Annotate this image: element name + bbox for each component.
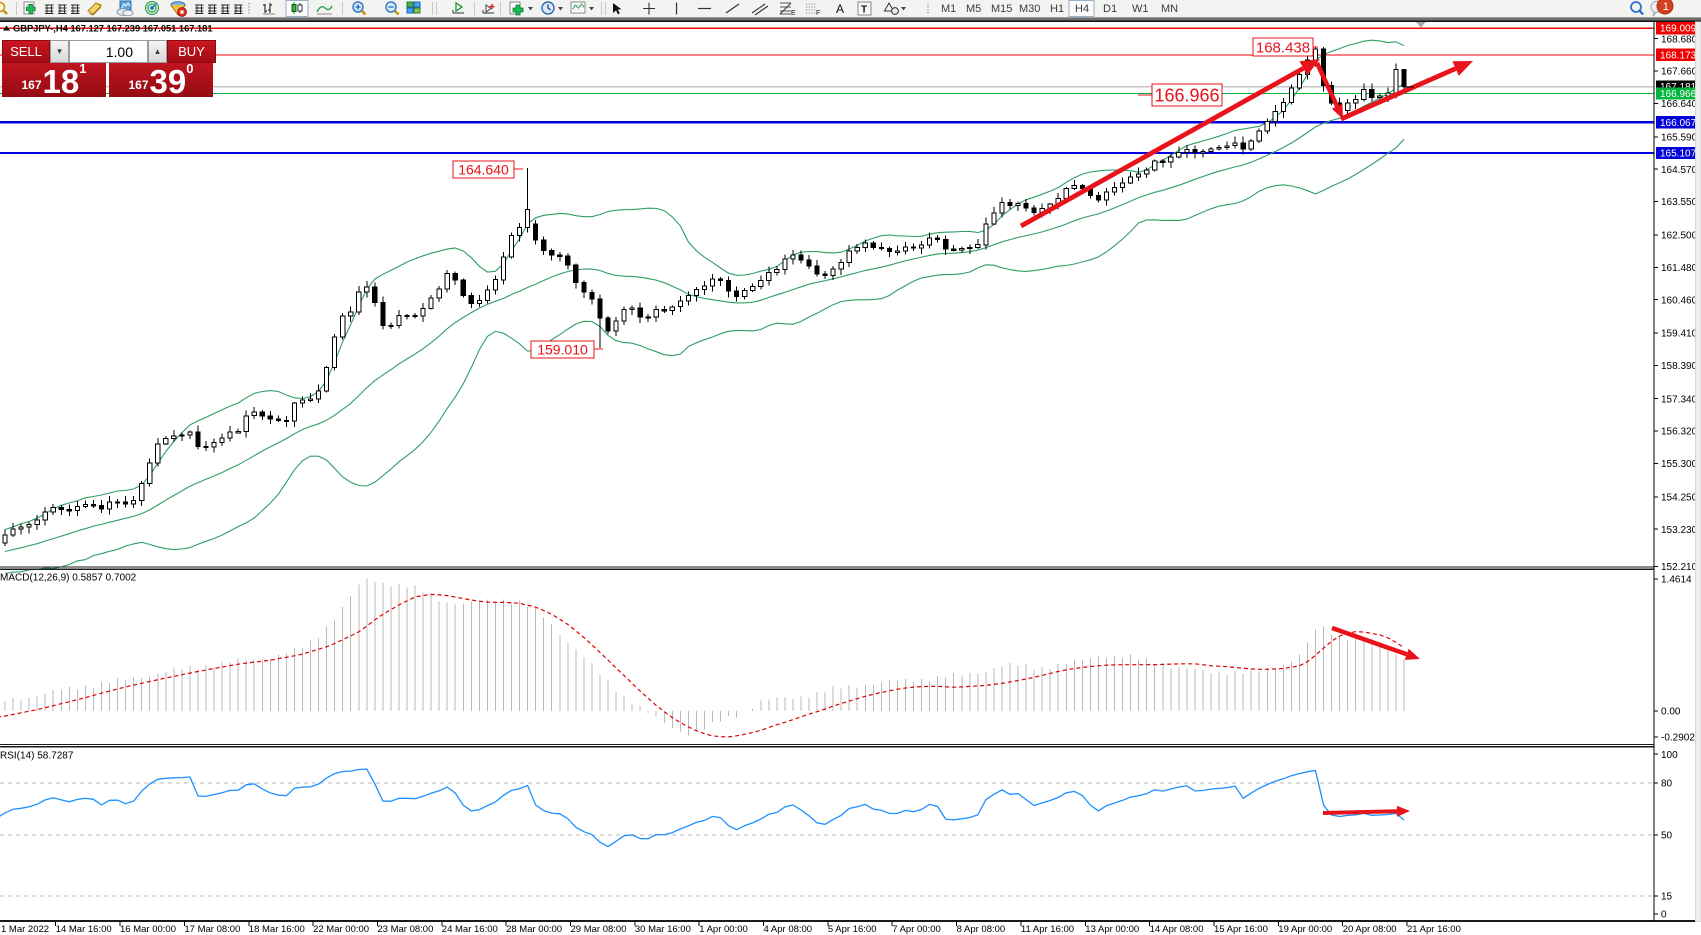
svg-text:156.320: 156.320 [1661, 427, 1698, 438]
svg-text:168.680: 168.680 [1661, 34, 1698, 45]
svg-text:169.009: 169.009 [1660, 24, 1697, 35]
svg-text:15: 15 [1661, 891, 1673, 902]
svg-text:153.230: 153.230 [1661, 525, 1698, 536]
svg-text:50: 50 [1661, 831, 1673, 842]
svg-text:28 Mar 00:00: 28 Mar 00:00 [506, 924, 562, 935]
svg-text:165.590: 165.590 [1661, 132, 1698, 143]
svg-text:4 Apr 08:00: 4 Apr 08:00 [764, 924, 813, 935]
svg-text:W1: W1 [1132, 3, 1149, 15]
svg-text:154.250: 154.250 [1661, 492, 1698, 503]
svg-text:164.640: 164.640 [458, 162, 509, 178]
svg-text:5 Apr 16:00: 5 Apr 16:00 [828, 924, 877, 935]
svg-text:15 Apr 16:00: 15 Apr 16:00 [1214, 924, 1268, 935]
svg-text:0.00: 0.00 [1661, 706, 1681, 717]
svg-text:155.300: 155.300 [1661, 459, 1698, 470]
svg-text:19 Apr 00:00: 19 Apr 00:00 [1278, 924, 1332, 935]
svg-text:24 Mar 16:00: 24 Mar 16:00 [442, 924, 498, 935]
svg-text:160.460: 160.460 [1661, 295, 1698, 306]
svg-text:80: 80 [1661, 779, 1673, 790]
svg-text:1: 1 [1663, 1, 1669, 13]
svg-text:D1: D1 [1103, 3, 1117, 15]
svg-text:M15: M15 [991, 3, 1012, 15]
svg-text:159.010: 159.010 [537, 342, 588, 358]
svg-text:168.438: 168.438 [1256, 39, 1310, 56]
svg-text:0: 0 [1661, 910, 1667, 921]
svg-text:165.107: 165.107 [1660, 149, 1697, 160]
svg-text:MACD(12,26,9) 0.5857 0.7002: MACD(12,26,9) 0.5857 0.7002 [0, 573, 137, 584]
svg-text:152.210: 152.210 [1661, 562, 1698, 573]
svg-text:A: A [836, 2, 844, 16]
svg-text:17 Mar 08:00: 17 Mar 08:00 [184, 924, 240, 935]
svg-text:14 Apr 08:00: 14 Apr 08:00 [1150, 924, 1204, 935]
svg-text:162.500: 162.500 [1661, 231, 1698, 242]
svg-text:166.966: 166.966 [1660, 89, 1697, 100]
svg-text:163.550: 163.550 [1661, 197, 1698, 208]
svg-text:30 Mar 16:00: 30 Mar 16:00 [635, 924, 691, 935]
svg-text:157.340: 157.340 [1661, 394, 1698, 405]
svg-text:159.410: 159.410 [1661, 329, 1698, 340]
svg-text:H1: H1 [1050, 3, 1064, 15]
svg-text:100: 100 [1661, 750, 1678, 761]
svg-text:161.480: 161.480 [1661, 263, 1698, 274]
svg-text:MN: MN [1161, 3, 1178, 15]
svg-text:GBPJPY-,H4 167.127 167.239 16: GBPJPY-,H4 167.127 167.239 167.051 167.1… [13, 24, 213, 34]
svg-text:22 Mar 00:00: 22 Mar 00:00 [313, 924, 369, 935]
svg-text:168.173: 168.173 [1660, 50, 1697, 61]
svg-text:13 Apr 00:00: 13 Apr 00:00 [1085, 924, 1139, 935]
svg-text:29 Mar 08:00: 29 Mar 08:00 [571, 924, 627, 935]
svg-text:1.4614: 1.4614 [1661, 574, 1692, 585]
svg-text:H4: H4 [1075, 3, 1089, 15]
svg-text:7 Apr 00:00: 7 Apr 00:00 [892, 924, 941, 935]
svg-text:14 Mar 16:00: 14 Mar 16:00 [56, 924, 112, 935]
svg-text:M30: M30 [1019, 3, 1040, 15]
svg-text:1 Apr 00:00: 1 Apr 00:00 [699, 924, 748, 935]
svg-text:166.966: 166.966 [1154, 85, 1219, 105]
svg-text:21 Apr 16:00: 21 Apr 16:00 [1407, 924, 1461, 935]
svg-text:T: T [861, 5, 867, 16]
svg-text:1 Mar 2022: 1 Mar 2022 [1, 924, 49, 935]
svg-text:166.067: 166.067 [1660, 118, 1697, 129]
svg-text:RSI(14) 58.7287: RSI(14) 58.7287 [0, 751, 74, 762]
svg-text:158.390: 158.390 [1661, 361, 1698, 372]
svg-text:-0.2902: -0.2902 [1661, 733, 1695, 744]
svg-text:E: E [791, 10, 796, 17]
svg-text:11 Apr 16:00: 11 Apr 16:00 [1021, 924, 1074, 935]
svg-text:166.640: 166.640 [1661, 99, 1698, 110]
svg-text:M5: M5 [966, 3, 981, 15]
svg-text:F: F [816, 10, 820, 17]
svg-text:23 Mar 08:00: 23 Mar 08:00 [377, 924, 433, 935]
svg-text:16 Mar 00:00: 16 Mar 00:00 [120, 924, 176, 935]
svg-text:167.660: 167.660 [1661, 67, 1698, 78]
svg-text:18 Mar 16:00: 18 Mar 16:00 [249, 924, 305, 935]
svg-text:20 Apr 08:00: 20 Apr 08:00 [1343, 924, 1397, 935]
svg-text:M1: M1 [941, 3, 956, 15]
svg-text:164.570: 164.570 [1661, 165, 1698, 176]
svg-text:8 Apr 08:00: 8 Apr 08:00 [957, 924, 1006, 935]
